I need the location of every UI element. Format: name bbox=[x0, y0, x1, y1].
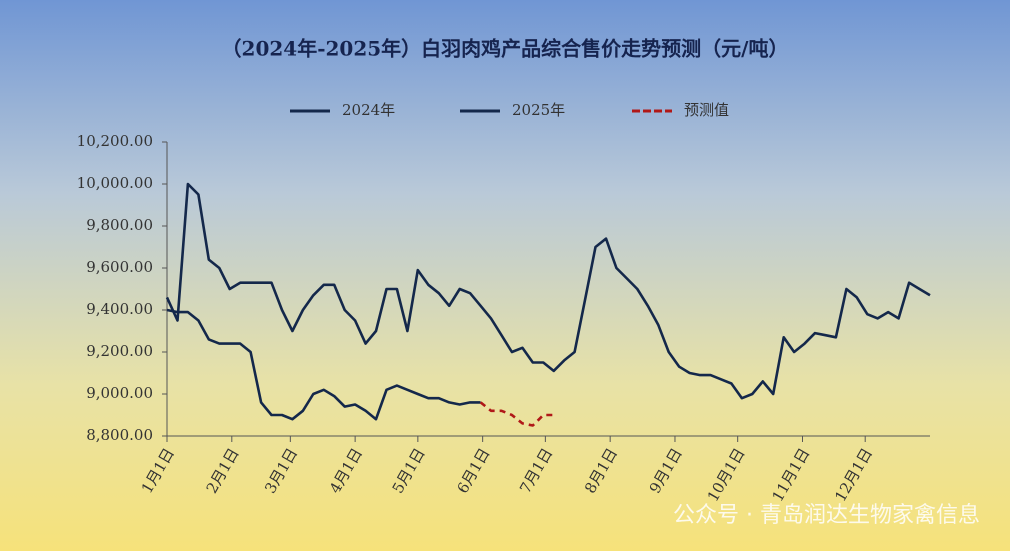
series-line bbox=[165, 182, 931, 400]
x-tick-label: 4月1日 bbox=[326, 445, 366, 497]
legend-label: 2024年 bbox=[342, 101, 395, 119]
x-tick-label: 5月1日 bbox=[389, 445, 429, 497]
y-tick-label: 9,000.00 bbox=[86, 384, 153, 402]
y-tick-label: 9,600.00 bbox=[86, 258, 153, 276]
x-tick-label: 1月1日 bbox=[138, 445, 178, 497]
x-tick-label: 6月1日 bbox=[453, 445, 493, 497]
x-tick-label: 11月1日 bbox=[769, 445, 814, 505]
y-tick-label: 10,200.00 bbox=[77, 132, 153, 150]
x-tick-label: 9月1日 bbox=[646, 445, 686, 497]
y-tick-label: 9,800.00 bbox=[86, 216, 153, 234]
y-tick-label: 10,000.00 bbox=[77, 174, 153, 192]
legend-label: 2025年 bbox=[512, 101, 565, 119]
series-line bbox=[166, 308, 481, 421]
y-tick-label: 9,200.00 bbox=[86, 342, 153, 360]
y-tick-label: 8,800.00 bbox=[86, 426, 153, 444]
x-tick-label: 8月1日 bbox=[581, 445, 621, 497]
legend-label: 预测值 bbox=[684, 101, 729, 119]
series-line bbox=[479, 401, 554, 427]
y-tick-label: 9,400.00 bbox=[86, 300, 153, 318]
x-tick-label: 3月1日 bbox=[261, 445, 301, 497]
chart-title: （2024年-2025年）白羽肉鸡产品综合售价走势预测（元/吨） bbox=[222, 37, 789, 61]
x-tick-label: 10月1日 bbox=[704, 445, 749, 505]
x-tick-label: 7月1日 bbox=[516, 445, 556, 497]
watermark: 公众号 · 青岛润达生物家禽信息 bbox=[673, 503, 980, 528]
x-tick-label: 12月1日 bbox=[831, 445, 876, 505]
x-tick-label: 2月1日 bbox=[203, 445, 243, 497]
